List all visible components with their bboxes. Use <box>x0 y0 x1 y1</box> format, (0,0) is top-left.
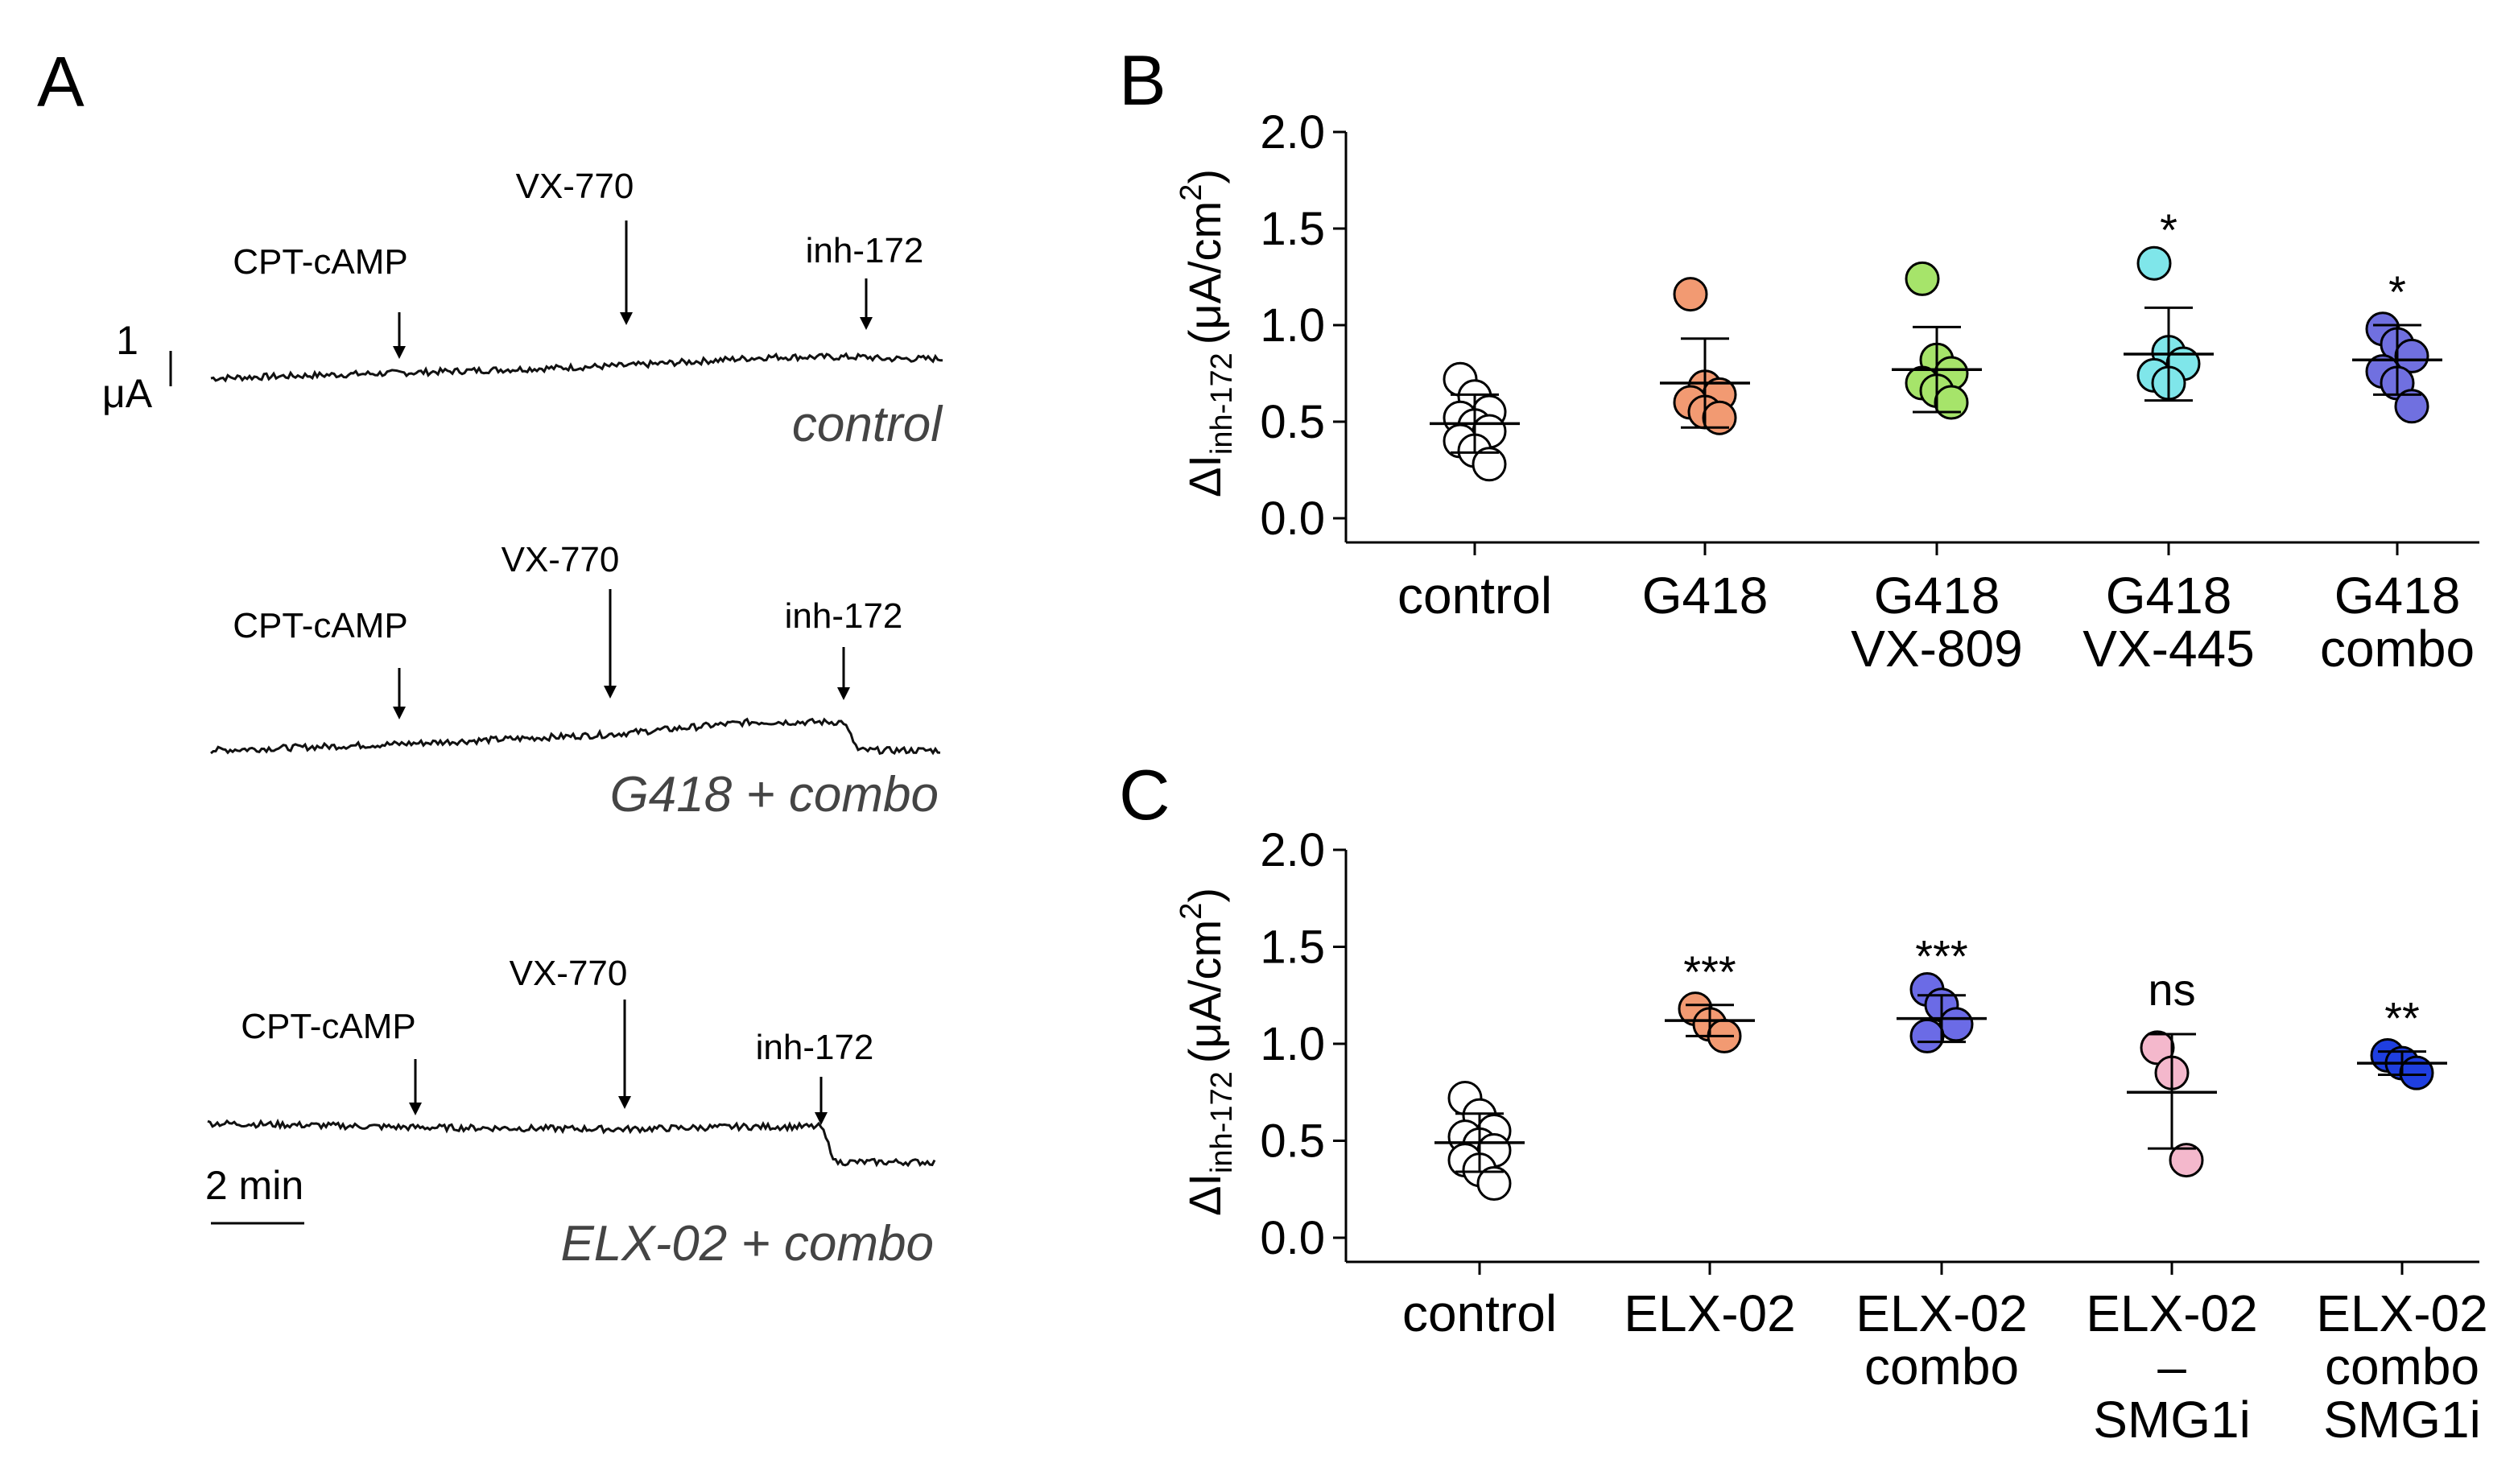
significance-label: ns <box>2148 964 2195 1015</box>
current-trace-g418-combo <box>210 717 941 756</box>
category-label: SMG1i <box>2093 1391 2251 1449</box>
category-label: – <box>2157 1338 2186 1395</box>
current-trace-control <box>210 352 943 383</box>
label-cptcamp-elx02: CPT-cAMP <box>241 1007 416 1046</box>
arrowhead-cptcamp-g418 <box>393 707 406 719</box>
y-tick-label: 1.0 <box>1260 299 1325 352</box>
category-label: control <box>1397 567 1552 625</box>
category-label: ELX-02 <box>2316 1284 2487 1342</box>
arrowhead-cptcamp-elx02 <box>409 1103 422 1115</box>
data-point <box>1673 277 1708 312</box>
y-axis-label: ΔIinh-172(μA/cm2) <box>1174 169 1239 497</box>
arrowhead-inh172-elx02 <box>815 1112 828 1125</box>
data-point <box>2394 389 2429 424</box>
data-point <box>2394 338 2429 373</box>
scale-time-label: 2 min <box>205 1163 303 1208</box>
label-vx770-elx02: VX-770 <box>510 954 628 993</box>
category-label: VX-445 <box>2083 620 2254 678</box>
label-inh172-elx02: inh-172 <box>756 1028 874 1067</box>
category-label: ELX-02 <box>1624 1284 1795 1342</box>
data-point <box>1905 261 1940 296</box>
label-cptcamp-g418: CPT-cAMP <box>233 606 408 645</box>
data-point <box>1702 400 1737 435</box>
trace-elx02-combo: CPT-cAMP VX-770 inh-172 ELX-02 + combo <box>207 954 936 1272</box>
category-label: combo <box>1864 1338 2019 1395</box>
scale-current-unit: μA <box>102 371 153 416</box>
chart-panel-c: 0.0 0.5 1.0 1.5 2.0 ΔIinh-172(μA/cm2) control E… <box>1174 824 2488 1449</box>
y-tick-label: 0.5 <box>1260 1115 1325 1168</box>
y-axis-label: ΔIinh-172(μA/cm2) <box>1174 888 1239 1216</box>
data-point <box>1934 385 1969 420</box>
arrowhead-cptcamp-control <box>393 346 406 359</box>
y-tick-label: 0.0 <box>1260 1212 1325 1264</box>
significance-label: *** <box>1683 946 1736 997</box>
data-point <box>1909 1018 1945 1053</box>
data-point <box>2136 245 2172 281</box>
panel-a-letter: A <box>37 42 85 122</box>
category-label: combo <box>2320 620 2475 678</box>
label-cptcamp-control: CPT-cAMP <box>233 242 408 282</box>
current-scale-bar: 1 μA <box>102 318 172 416</box>
data-point <box>1476 1166 1512 1202</box>
data-point <box>2169 1143 2204 1178</box>
significance-label: ** <box>2384 993 2420 1044</box>
time-scale-bar: 2 min <box>205 1163 304 1225</box>
y-tick-label: 2.0 <box>1260 106 1325 159</box>
category-label: VX-809 <box>1851 620 2022 678</box>
category-label: combo <box>2325 1338 2479 1395</box>
condition-label-elx02-combo: ELX-02 + combo <box>560 1216 934 1272</box>
trace-control: CPT-cAMP VX-770 inh-172 control <box>210 167 943 452</box>
data-point <box>2399 1055 2434 1090</box>
scale-current-value: 1 <box>116 318 138 363</box>
significance-label: * <box>2388 266 2406 317</box>
panel-c-letter: C <box>1119 755 1170 835</box>
y-tick-label: 0.5 <box>1260 396 1325 448</box>
arrowhead-vx770-elx02 <box>618 1096 631 1109</box>
y-tick-label: 2.0 <box>1260 824 1325 876</box>
data-point <box>1472 447 1507 482</box>
category-label: control <box>1402 1284 1557 1342</box>
arrowhead-inh172-g418 <box>837 687 850 700</box>
arrowhead-inh172-control <box>860 317 873 330</box>
chart-panel-b: 0.0 0.5 1.0 1.5 2.0 ΔIinh-172(μA/cm2) control G… <box>1174 106 2479 678</box>
category-label: G418 <box>1642 567 1769 625</box>
label-inh172-control: inh-172 <box>806 231 924 270</box>
current-trace-elx02-combo <box>207 1118 936 1168</box>
significance-label: * <box>2160 204 2177 255</box>
trace-g418-combo: CPT-cAMP VX-770 inh-172 G418 + combo <box>210 540 941 822</box>
category-label: G418 <box>1874 567 2000 625</box>
condition-label-g418-combo: G418 + combo <box>610 767 939 822</box>
y-tick-label: 1.5 <box>1260 203 1325 255</box>
data-point <box>1938 1007 1974 1042</box>
label-vx770-g418: VX-770 <box>502 540 620 579</box>
category-label: ELX-02 <box>1855 1284 2027 1342</box>
category-label: SMG1i <box>2323 1391 2481 1449</box>
label-inh172-g418: inh-172 <box>785 596 903 636</box>
category-label: ELX-02 <box>2086 1284 2257 1342</box>
condition-label-control: control <box>792 397 943 452</box>
category-label: G418 <box>2334 567 2461 625</box>
category-label: G418 <box>2106 567 2232 625</box>
arrowhead-vx770-control <box>620 312 633 325</box>
y-tick-label: 1.5 <box>1260 921 1325 974</box>
significance-label: *** <box>1915 931 1967 982</box>
y-tick-label: 0.0 <box>1260 493 1325 545</box>
panel-b-letter: B <box>1119 40 1166 120</box>
y-tick-label: 1.0 <box>1260 1018 1325 1070</box>
panel-a: A 1 μA 2 min CPT-cAMP VX-770 inh-172 con… <box>37 42 943 1272</box>
label-vx770-control: VX-770 <box>516 167 634 206</box>
arrowhead-vx770-g418 <box>604 686 617 699</box>
